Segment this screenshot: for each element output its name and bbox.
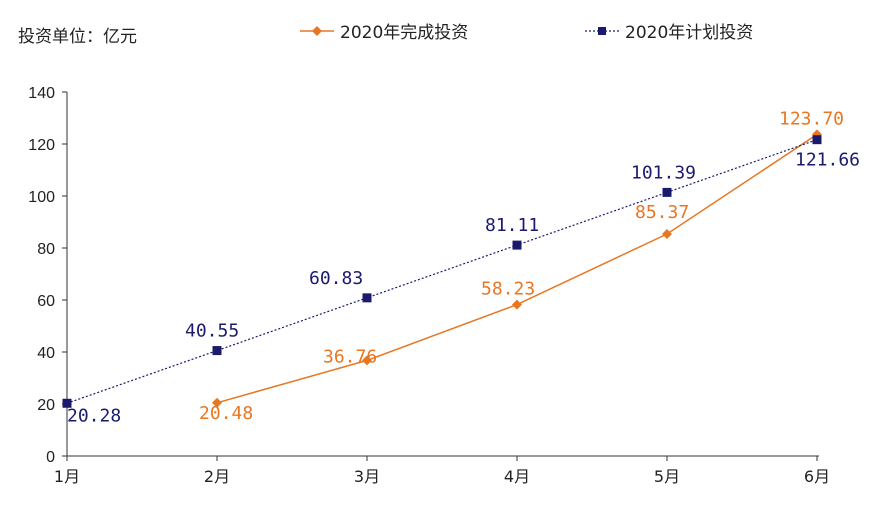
data-point-actual [362, 355, 372, 366]
data-point-planned [812, 135, 822, 145]
unit-label: 投资单位：亿元 [18, 27, 137, 47]
data-point-actual [512, 299, 522, 310]
y-tick-label: 0 [46, 449, 55, 466]
data-point-planned [512, 240, 522, 250]
x-tick-label: 3月 [354, 467, 380, 486]
x-tick-label: 1月 [54, 467, 80, 486]
legend-actual-label: 2020年完成投资 [340, 23, 469, 43]
legend-item-actual: 2020年完成投资 [300, 18, 468, 43]
data-point-planned [662, 187, 672, 197]
legend-planned-line-icon [585, 26, 619, 35]
data-label-planned: 60.83 [309, 268, 363, 289]
data-label-actual: 36.76 [323, 346, 377, 367]
y-tick-label: 20 [37, 397, 55, 414]
data-point-planned [362, 293, 372, 303]
y-tick-label: 80 [37, 241, 55, 258]
data-label-planned: 20.28 [67, 405, 121, 426]
data-label-actual: 20.48 [199, 403, 253, 424]
data-label-planned: 121.66 [795, 150, 860, 171]
series-line-planned [66, 139, 818, 404]
y-tick-label: 40 [37, 345, 55, 362]
data-label-planned: 40.55 [185, 321, 239, 342]
y-tick-label: 120 [28, 137, 55, 154]
legend-actual-line-icon [300, 25, 334, 36]
legend-planned-label: 2020年计划投资 [625, 23, 754, 43]
y-tick-label: 100 [28, 189, 55, 206]
x-tick-label: 4月 [504, 467, 530, 486]
x-tick-label: 6月 [804, 467, 830, 486]
data-label-planned: 81.11 [485, 215, 539, 236]
data-point-actual [662, 229, 672, 240]
series-line-actual [216, 133, 818, 404]
data-label-planned: 101.39 [631, 162, 696, 183]
legend-item-planned: 2020年计划投资 [585, 18, 753, 43]
data-point-planned [212, 346, 222, 356]
data-point-actual [212, 397, 222, 408]
data-label-actual: 123.70 [779, 108, 844, 129]
y-tick-label: 60 [37, 293, 55, 310]
x-tick-label: 2月 [204, 467, 230, 486]
data-label-actual: 58.23 [481, 279, 535, 300]
x-tick-label: 5月 [654, 467, 680, 486]
y-tick-label: 140 [28, 85, 55, 102]
data-label-actual: 85.37 [635, 202, 689, 223]
data-point-planned [62, 398, 72, 408]
